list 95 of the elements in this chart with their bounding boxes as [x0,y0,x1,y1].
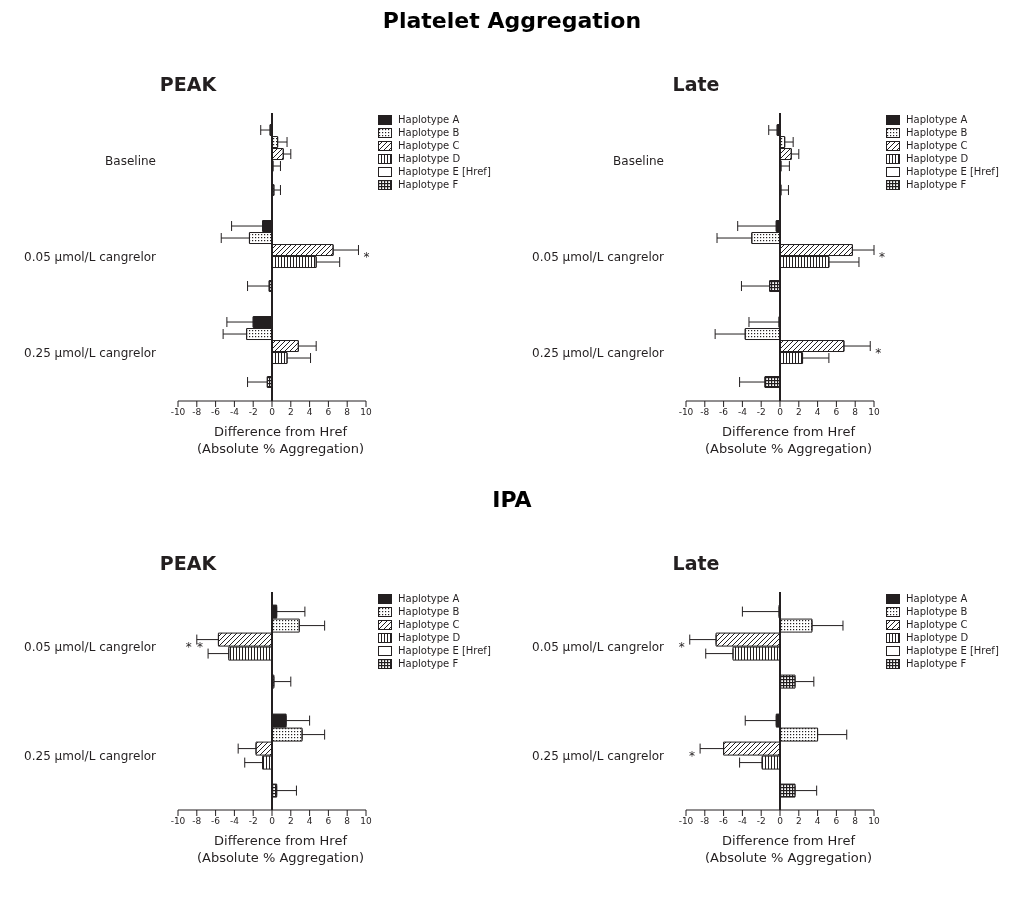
x-tick-label: 2 [795,407,802,418]
legend-label: Haplotype E [Href] [906,645,999,656]
x-tick-label: -6 [211,407,221,418]
annotation: * [875,346,882,361]
x-tick-label: 2 [287,816,294,827]
x-tick-label: -4 [737,816,748,827]
legend-label: Haplotype F [906,179,967,190]
x-tick-label: -8 [192,407,202,418]
x-tick-label: 0 [777,407,784,418]
legend-label: Haplotype A [906,593,968,604]
y-tick-label: Baseline [613,154,664,169]
legend-label: Haplotype C [398,140,460,151]
x-tick-label: 2 [795,816,802,827]
legend-label: Haplotype F [398,658,459,669]
annotation: * [689,748,696,763]
x-tick-label: -2 [248,816,258,827]
x-tick-label: 6 [325,816,332,827]
y-tick-label: 0.25 µmol/L cangrelor [24,748,157,763]
x-tick-label: 6 [833,407,840,418]
legend-label: Haplotype A [906,114,968,125]
x-tick-label: -10 [170,816,186,827]
x-tick-label: -10 [170,407,186,418]
legend-label: Haplotype B [398,606,460,617]
x-tick-label: -6 [719,407,729,418]
x-tick-label: -2 [756,407,766,418]
x-tick-label: -4 [229,407,240,418]
y-tick-label: 0.05 µmol/L cangrelor [532,250,665,265]
y-tick-label: Baseline [105,154,156,169]
y-tick-label: 0.25 µmol/L cangrelor [532,748,665,763]
legend-label: Haplotype C [398,619,460,630]
x-tick-label: 4 [814,816,821,827]
x-tick-label: -8 [700,816,710,827]
chart-title: PEAK [158,73,218,97]
y-tick-label: 0.25 µmol/L cangrelor [24,346,157,361]
x-tick-label: 8 [344,816,351,827]
x-tick-label: 4 [814,407,821,418]
x-tick-label: -8 [192,816,202,827]
x-tick-label: -6 [719,816,729,827]
legend-label: Haplotype C [906,619,968,630]
x-tick-label: -10 [678,407,694,418]
legend-label: Haplotype D [906,153,969,164]
x-tick-label: 6 [833,816,840,827]
legend-label: Haplotype B [906,606,968,617]
x-tick-label: 10 [868,816,880,827]
legend-label: Haplotype B [906,127,968,138]
x-tick-label: 0 [269,816,276,827]
legend-label: Haplotype C [906,140,968,151]
legend-label: Haplotype D [398,153,461,164]
x-tick-label: 4 [306,816,313,827]
legend-label: Haplotype A [398,593,460,604]
text: IPA [491,487,533,512]
x-tick-label: -2 [248,407,258,418]
x-axis-title: Difference from Href (Absolute % Aggregation) [195,832,366,866]
x-tick-label: 0 [777,816,784,827]
y-tick-label: 0.25 µmol/L cangrelor [532,346,665,361]
legend-label: Haplotype D [398,632,461,643]
legend-label: Haplotype F [906,658,967,669]
legend-label: Haplotype D [906,632,969,643]
x-axis-title: Difference from Href (Absolute % Aggregation) [703,832,874,866]
y-tick-label: 0.05 µmol/L cangrelor [532,639,665,654]
x-axis-title: Difference from Href (Absolute % Aggregation) [195,423,366,457]
legend-label: Haplotype E [Href] [906,166,999,177]
x-tick-label: 10 [360,816,372,827]
annotation: * [363,250,370,265]
legend-label: Haplotype A [398,114,460,125]
x-tick-label: 10 [868,407,880,418]
legend-label: Haplotype B [398,127,460,138]
chart-title: Late [671,552,721,576]
x-tick-label: 8 [852,816,859,827]
x-tick-label: -4 [229,816,240,827]
x-tick-label: 8 [852,407,859,418]
annotation: * [185,639,192,654]
x-tick-label: 0 [269,407,276,418]
x-tick-label: -2 [756,816,766,827]
x-tick-label: 2 [287,407,294,418]
x-tick-label: -6 [211,816,221,827]
annotation: * [197,639,204,654]
x-tick-label: -4 [737,407,748,418]
x-tick-label: 8 [344,407,351,418]
chart-title: Late [671,73,721,97]
x-tick-label: -8 [700,407,710,418]
text: Platelet Aggregation [381,8,643,33]
chart-title: PEAK [158,552,218,576]
annotation: * [879,250,885,265]
legend-label: Haplotype E [Href] [398,166,491,177]
legend-label: Haplotype F [398,179,459,190]
y-tick-label: 0.05 µmol/L cangrelor [24,639,157,654]
annotation: * [678,639,685,654]
x-axis-title: Difference from Href (Absolute % Aggregation) [703,423,874,457]
x-tick-label: 10 [360,407,372,418]
x-tick-label: 6 [325,407,332,418]
x-tick-label: 4 [306,407,313,418]
legend-label: Haplotype E [Href] [398,645,491,656]
x-tick-label: -10 [678,816,694,827]
y-tick-label: 0.05 µmol/L cangrelor [24,250,157,265]
